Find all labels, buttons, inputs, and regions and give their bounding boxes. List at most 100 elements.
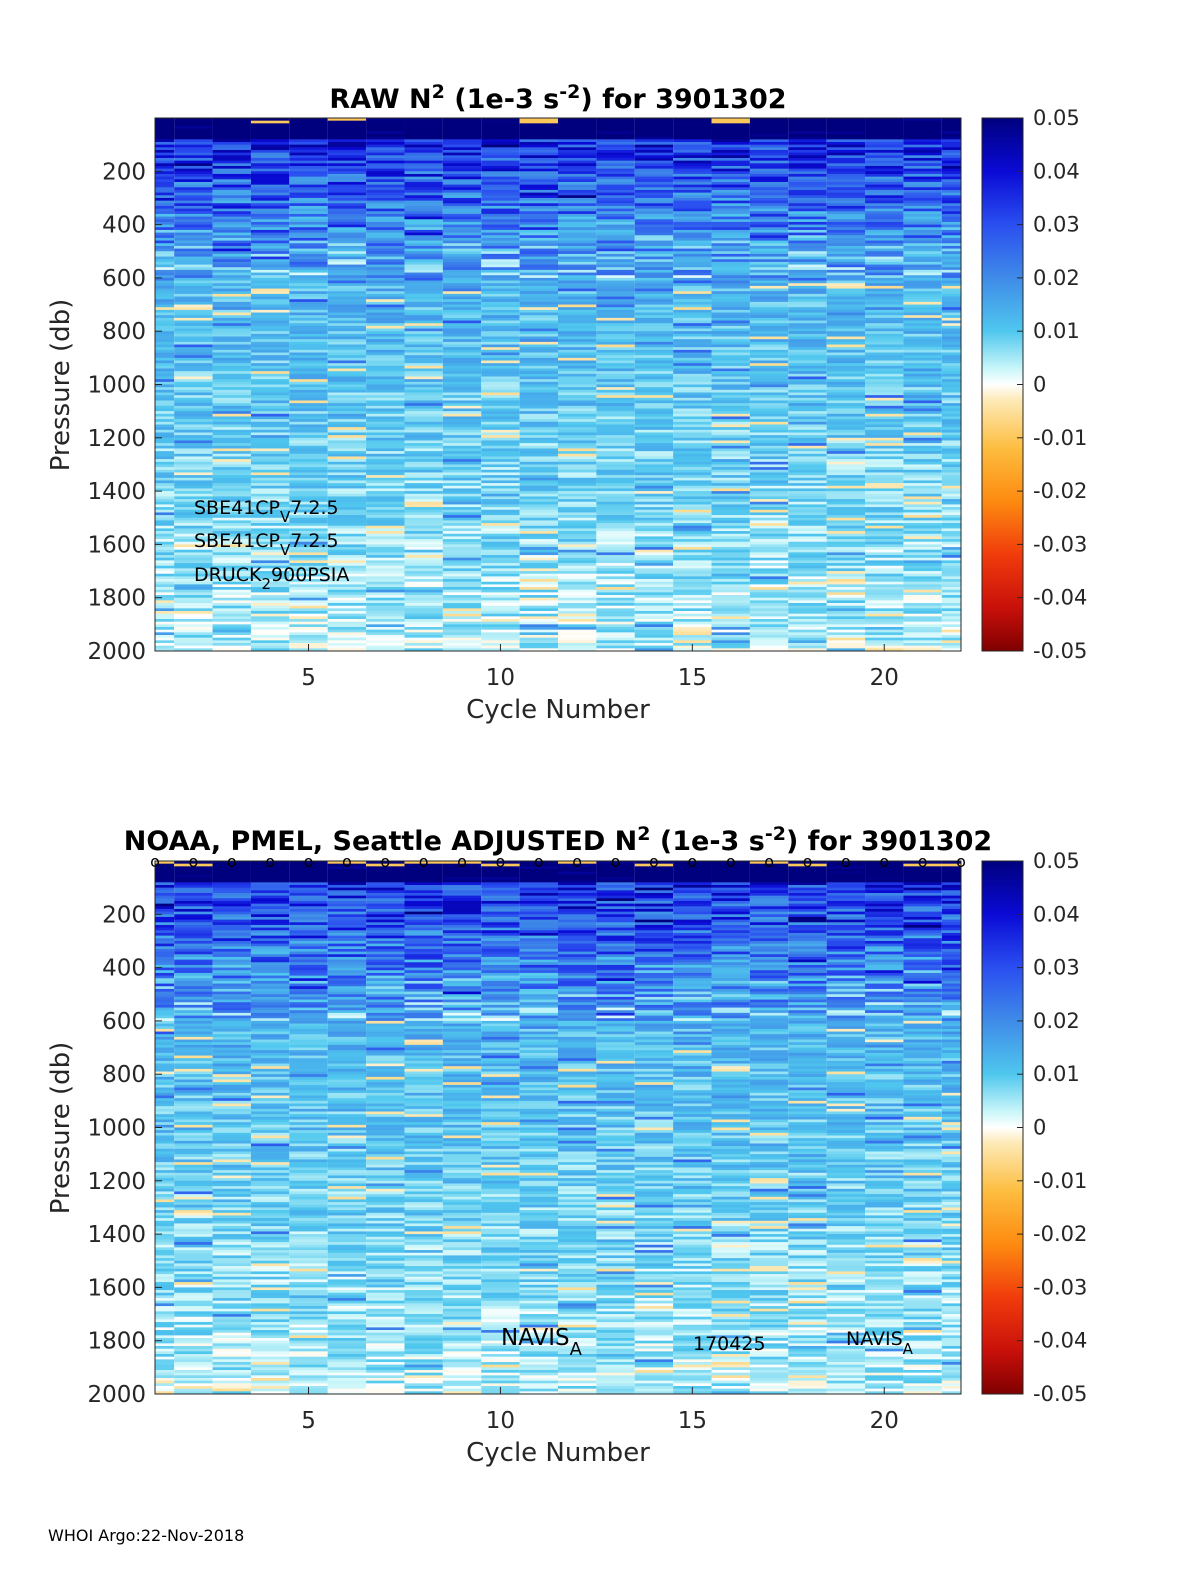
heatmap-cell: [941, 637, 961, 641]
heatmap-cell: [289, 627, 328, 631]
heatmap-cell: [404, 179, 443, 183]
heatmap-cell: [865, 296, 904, 300]
heatmap-cell: [826, 400, 866, 404]
heatmap-cell: [826, 405, 866, 409]
heatmap-cell: [673, 611, 712, 615]
heatmap-cell: [558, 475, 597, 479]
heatmap-cell: [788, 283, 827, 287]
heatmap-cell: [673, 509, 712, 513]
heatmap-cell: [634, 251, 674, 255]
heatmap-cell: [366, 126, 405, 130]
heatmap-cell: [865, 288, 904, 292]
heatmap-cell: [519, 189, 558, 194]
heatmap-cell: [634, 509, 674, 513]
heatmap-cell: [327, 512, 367, 516]
heatmap-cell: [212, 1103, 251, 1107]
heatmap-cell: [634, 613, 674, 617]
heatmap-cell: [404, 485, 443, 489]
heatmap-cell: [903, 507, 942, 511]
heatmap-cell: [155, 584, 175, 588]
heatmap-cell: [865, 499, 904, 503]
heatmap-cell: [327, 237, 367, 241]
heatmap-cell: [596, 189, 635, 194]
heatmap-cell: [749, 293, 789, 297]
heatmap-cell: [826, 477, 866, 481]
heatmap-cell: [903, 445, 942, 449]
heatmap-cell: [442, 248, 482, 252]
heatmap-cell: [174, 1386, 213, 1390]
heatmap-cell: [174, 640, 213, 644]
heatmap-cell: [826, 480, 866, 484]
heatmap-cell: [711, 155, 750, 159]
heatmap-cell: [788, 597, 827, 601]
heatmap-cell: [404, 355, 443, 359]
heatmap-cell: [327, 587, 367, 591]
heatmap-cell: [634, 525, 674, 529]
heatmap-cell: [558, 531, 597, 535]
heatmap-cell: [289, 459, 328, 463]
heatmap-cell: [212, 309, 251, 313]
heatmap-cell: [941, 544, 961, 548]
heatmap-cell: [826, 640, 866, 644]
heatmap-cell: [155, 333, 175, 337]
heatmap-cell: [404, 333, 443, 337]
heatmap-cell: [327, 560, 367, 564]
heatmap-cell: [250, 443, 290, 447]
heatmap-cell: [442, 227, 482, 231]
heatmap-cell: [174, 645, 213, 649]
heatmap-cell: [327, 395, 367, 399]
heatmap-cell: [366, 467, 405, 471]
heatmap-cell: [596, 573, 635, 577]
heatmap-cell: [174, 898, 213, 902]
heatmap-cell: [289, 243, 328, 247]
x-tick-label: 10: [486, 665, 515, 691]
heatmap-cell: [289, 171, 328, 175]
heatmap-cell: [442, 221, 482, 226]
heatmap-cell: [250, 163, 290, 167]
heatmap-cell: [327, 528, 367, 532]
heatmap-cell: [155, 123, 175, 127]
heatmap-cell: [596, 299, 635, 303]
heatmap-cell: [174, 1039, 213, 1043]
heatmap-cell: [366, 355, 405, 359]
heatmap-cell: [903, 291, 942, 295]
heatmap-cell: [865, 277, 904, 281]
heatmap-cell: [711, 485, 750, 489]
heatmap-cell: [673, 557, 712, 561]
heatmap-cell: [212, 240, 251, 244]
heatmap-cell: [250, 216, 290, 220]
heatmap-cell: [174, 293, 213, 297]
heatmap-cell: [788, 376, 827, 380]
heatmap-cell: [212, 491, 251, 495]
heatmap-cell: [634, 648, 674, 652]
heatmap-cell: [749, 301, 789, 305]
heatmap-cell: [174, 900, 213, 905]
heatmap-cell: [596, 533, 635, 537]
heatmap-cell: [155, 1356, 175, 1360]
heatmap-cell: [442, 475, 482, 479]
heatmap-cell: [749, 176, 789, 180]
heatmap-cell: [596, 344, 635, 348]
heatmap-cell: [788, 208, 827, 212]
heatmap-cell: [481, 277, 520, 281]
heatmap-cell: [519, 621, 558, 625]
heatmap-cell: [155, 237, 175, 241]
heatmap-cell: [442, 605, 482, 609]
heatmap-cell: [327, 245, 367, 249]
heatmap-cell: [155, 256, 175, 260]
heatmap-cell: [634, 168, 674, 172]
heatmap-cell: [596, 381, 635, 385]
heatmap-cell: [250, 557, 290, 561]
heatmap-cell: [634, 579, 674, 583]
heatmap-cell: [212, 619, 251, 623]
heatmap-cell: [212, 248, 251, 252]
heatmap-cell: [174, 1346, 213, 1350]
heatmap-cell: [788, 595, 827, 599]
heatmap-cell: [404, 371, 443, 375]
heatmap-cell: [404, 379, 443, 383]
heatmap-cell: [749, 600, 789, 604]
heatmap-cell: [174, 876, 213, 881]
heatmap-cell: [174, 1327, 213, 1331]
heatmap-cell: [558, 349, 597, 353]
heatmap-cell: [250, 187, 290, 191]
